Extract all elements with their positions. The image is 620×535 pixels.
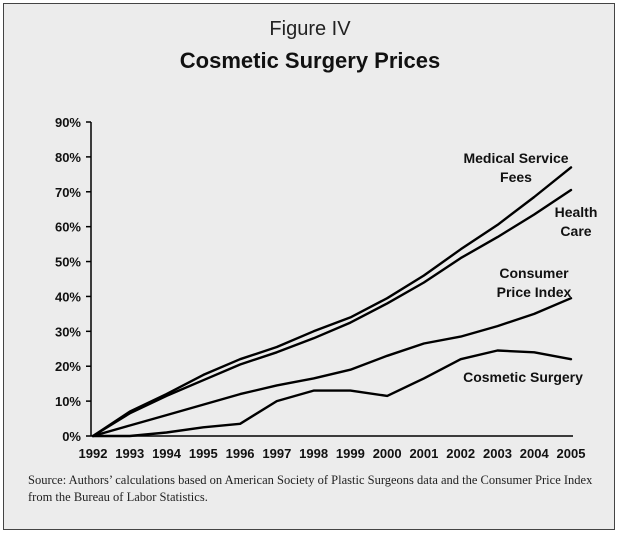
x-tick-label: 2000 [373,446,402,461]
series-line-consumer-price-index [91,297,573,438]
y-tick-label: 0% [62,429,81,444]
y-tick-label: 90% [55,115,81,130]
line-chart: 0%10%20%30%40%50%60%70%80%90% 1992 1993 19… [55,115,597,461]
x-tick-label: 1998 [299,446,328,461]
x-tick-label: 1992 [79,446,108,461]
series-label: Care [560,223,591,239]
x-tick-label: 2003 [483,446,512,461]
x-tick-label: 1996 [226,446,255,461]
y-tick-label: 50% [55,255,81,270]
y-tick-label: 40% [55,289,81,304]
figure-frame: Figure IV Cosmetic Surgery Prices 0% 10% 2… [3,3,615,530]
y-tick-label: 10% [55,394,81,409]
series-label: Medical Service [463,150,568,166]
y-tick-label: 80% [55,150,81,165]
series-line-health-care [91,188,573,438]
y-axis: 0% 10% 20% 30% 40% 50% 60% 70% 80% 90% [55,115,92,444]
series-label: Cosmetic Surgery [463,369,583,385]
x-tick-label: 1997 [262,446,291,461]
series-label: Health [555,204,598,220]
x-tick-label: 1994 [152,446,182,461]
x-tick-label: 1993 [115,446,144,461]
series-line-medical-service-fees [91,166,573,438]
source-note: Source: Authors’ calculations based on A… [28,473,593,504]
x-tick-label: 1995 [189,446,218,461]
series-label: Fees [500,169,532,185]
y-tick-label: 30% [55,324,81,339]
y-tick-label: 70% [55,185,81,200]
figure-label: Figure IV [269,18,351,40]
series-lines [91,166,573,438]
y-tick-label: 20% [55,359,81,374]
x-tick-label: 1999 [336,446,365,461]
series-line-cosmetic-surgery [91,349,573,438]
series-label: Consumer [499,265,569,281]
x-axis: 1992 1993 1994 1995 1996 1997 1998 1999 2000 2001… [79,435,586,461]
series-labels: Medical Service Fees Health Care Consumer Pri… [463,150,597,385]
x-tick-label: 2004 [520,446,550,461]
x-tick-label: 2002 [446,446,475,461]
chart-title: Cosmetic Surgery Prices [179,48,441,73]
x-tick-label: 2001 [409,446,438,461]
x-tick-label: 2005 [557,446,586,461]
y-tick-label: 60% [55,220,81,235]
series-label: Price Index [497,284,572,300]
